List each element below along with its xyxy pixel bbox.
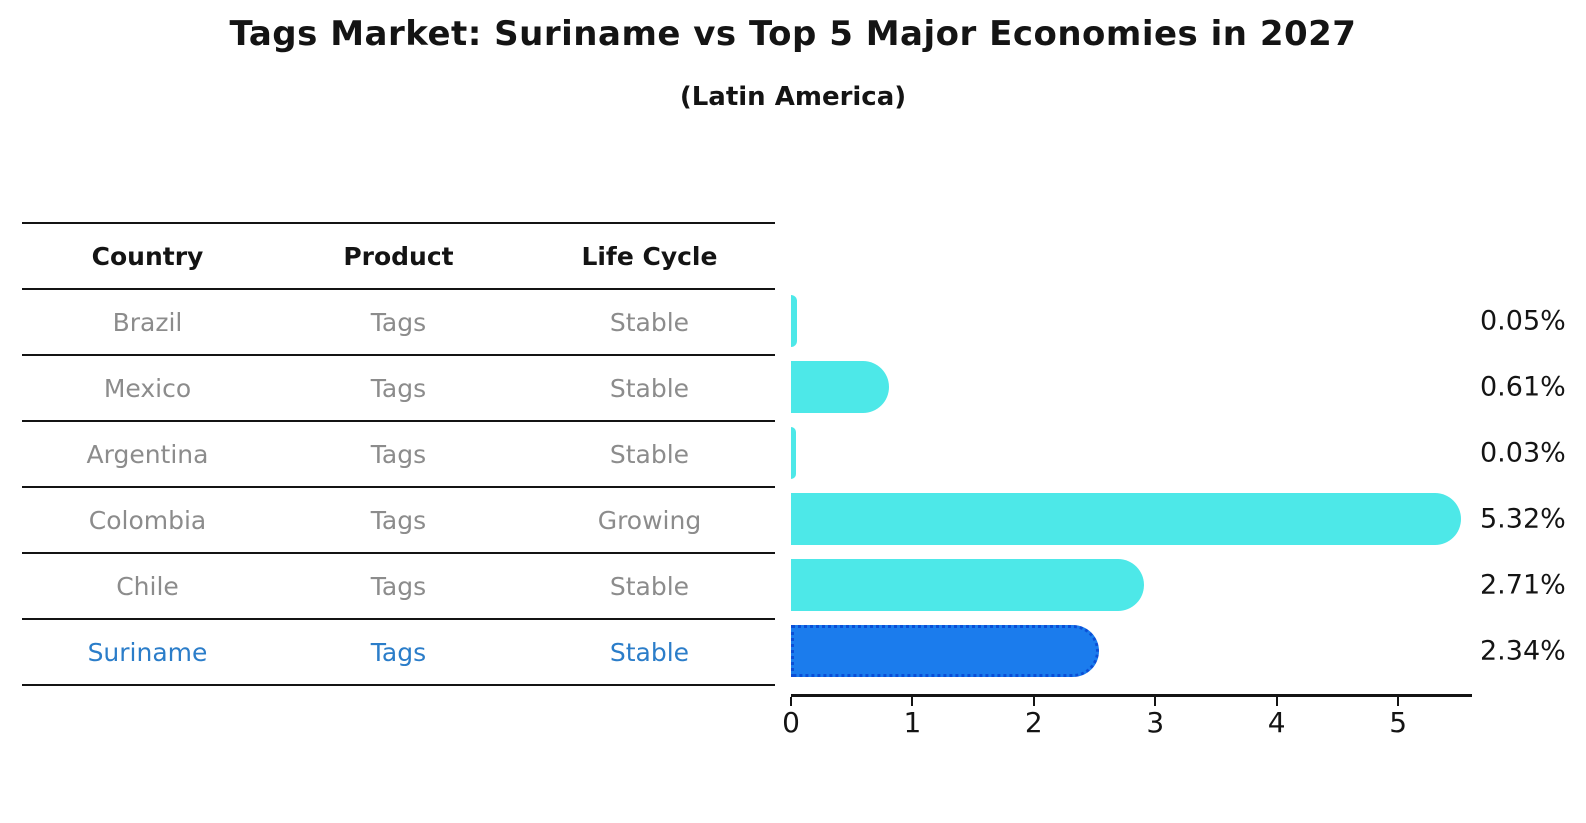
x-axis-tick-label: 2 xyxy=(1024,706,1043,739)
x-axis-tick xyxy=(1154,697,1157,706)
chart-subtitle: (Latin America) xyxy=(679,82,907,112)
bar-mexico xyxy=(791,361,890,413)
table-header-row: Country Product Life Cycle xyxy=(22,222,775,288)
chart-title: Tags Market: Suriname vs Top 5 Major Eco… xyxy=(229,14,1357,54)
table-row-colombia: Colombia Tags Growing xyxy=(22,486,775,552)
x-axis-tick-label: 4 xyxy=(1267,706,1286,739)
x-axis-line xyxy=(791,694,1472,697)
value-label-colombia: 5.32% xyxy=(1480,503,1566,535)
cell-country: Mexico xyxy=(103,373,192,403)
cell-product: Tags xyxy=(370,439,427,469)
column-header-lifecycle: Life Cycle xyxy=(581,241,718,271)
cell-product: Tags xyxy=(370,373,427,403)
x-axis-tick-label: 1 xyxy=(903,706,922,739)
value-label-brazil: 0.05% xyxy=(1480,305,1566,337)
column-header-country: Country xyxy=(91,241,204,271)
bar-chile xyxy=(791,559,1145,611)
bar-argentina xyxy=(791,427,796,479)
cell-lifecycle: Stable xyxy=(609,439,690,469)
x-axis-tick-label: 3 xyxy=(1146,706,1165,739)
bar-brazil xyxy=(791,295,798,347)
cell-lifecycle: Stable xyxy=(609,373,690,403)
table-row-brazil: Brazil Tags Stable xyxy=(22,288,775,354)
table-row-suriname: Suriname Tags Stable xyxy=(22,618,775,684)
cell-lifecycle: Stable xyxy=(609,307,690,337)
table-row-argentina: Argentina Tags Stable xyxy=(22,420,775,486)
cell-product: Tags xyxy=(370,505,427,535)
value-label-suriname: 2.34% xyxy=(1480,635,1566,667)
x-axis-tick xyxy=(911,697,914,706)
country-table: Country Product Life Cycle Brazil Tags S… xyxy=(22,222,775,686)
x-axis-tick-label: 5 xyxy=(1389,706,1408,739)
value-label-argentina: 0.03% xyxy=(1480,437,1566,469)
cell-country: Brazil xyxy=(112,307,183,337)
table-row-mexico: Mexico Tags Stable xyxy=(22,354,775,420)
value-label-chile: 2.71% xyxy=(1480,569,1566,601)
table-row-chile: Chile Tags Stable xyxy=(22,552,775,618)
column-header-product: Product xyxy=(343,241,454,271)
x-axis-tick-label: 0 xyxy=(782,706,800,739)
x-axis-tick xyxy=(1397,697,1400,706)
cell-country: Colombia xyxy=(88,505,207,535)
cell-lifecycle: Stable xyxy=(609,571,690,601)
cell-product: Tags xyxy=(370,571,427,601)
x-axis-tick xyxy=(1032,697,1035,706)
cell-lifecycle: Stable xyxy=(609,637,690,667)
cell-country: Chile xyxy=(116,571,179,601)
cell-lifecycle: Growing xyxy=(597,505,702,535)
cell-country: Argentina xyxy=(86,439,209,469)
bar-suriname xyxy=(791,625,1100,677)
x-axis-tick xyxy=(1275,697,1278,706)
cell-product: Tags xyxy=(370,307,427,337)
x-axis-tick xyxy=(790,697,792,706)
cell-country: Suriname xyxy=(87,637,208,667)
value-label-mexico: 0.61% xyxy=(1480,371,1566,403)
bar-colombia xyxy=(791,493,1461,545)
cell-product: Tags xyxy=(370,637,427,667)
